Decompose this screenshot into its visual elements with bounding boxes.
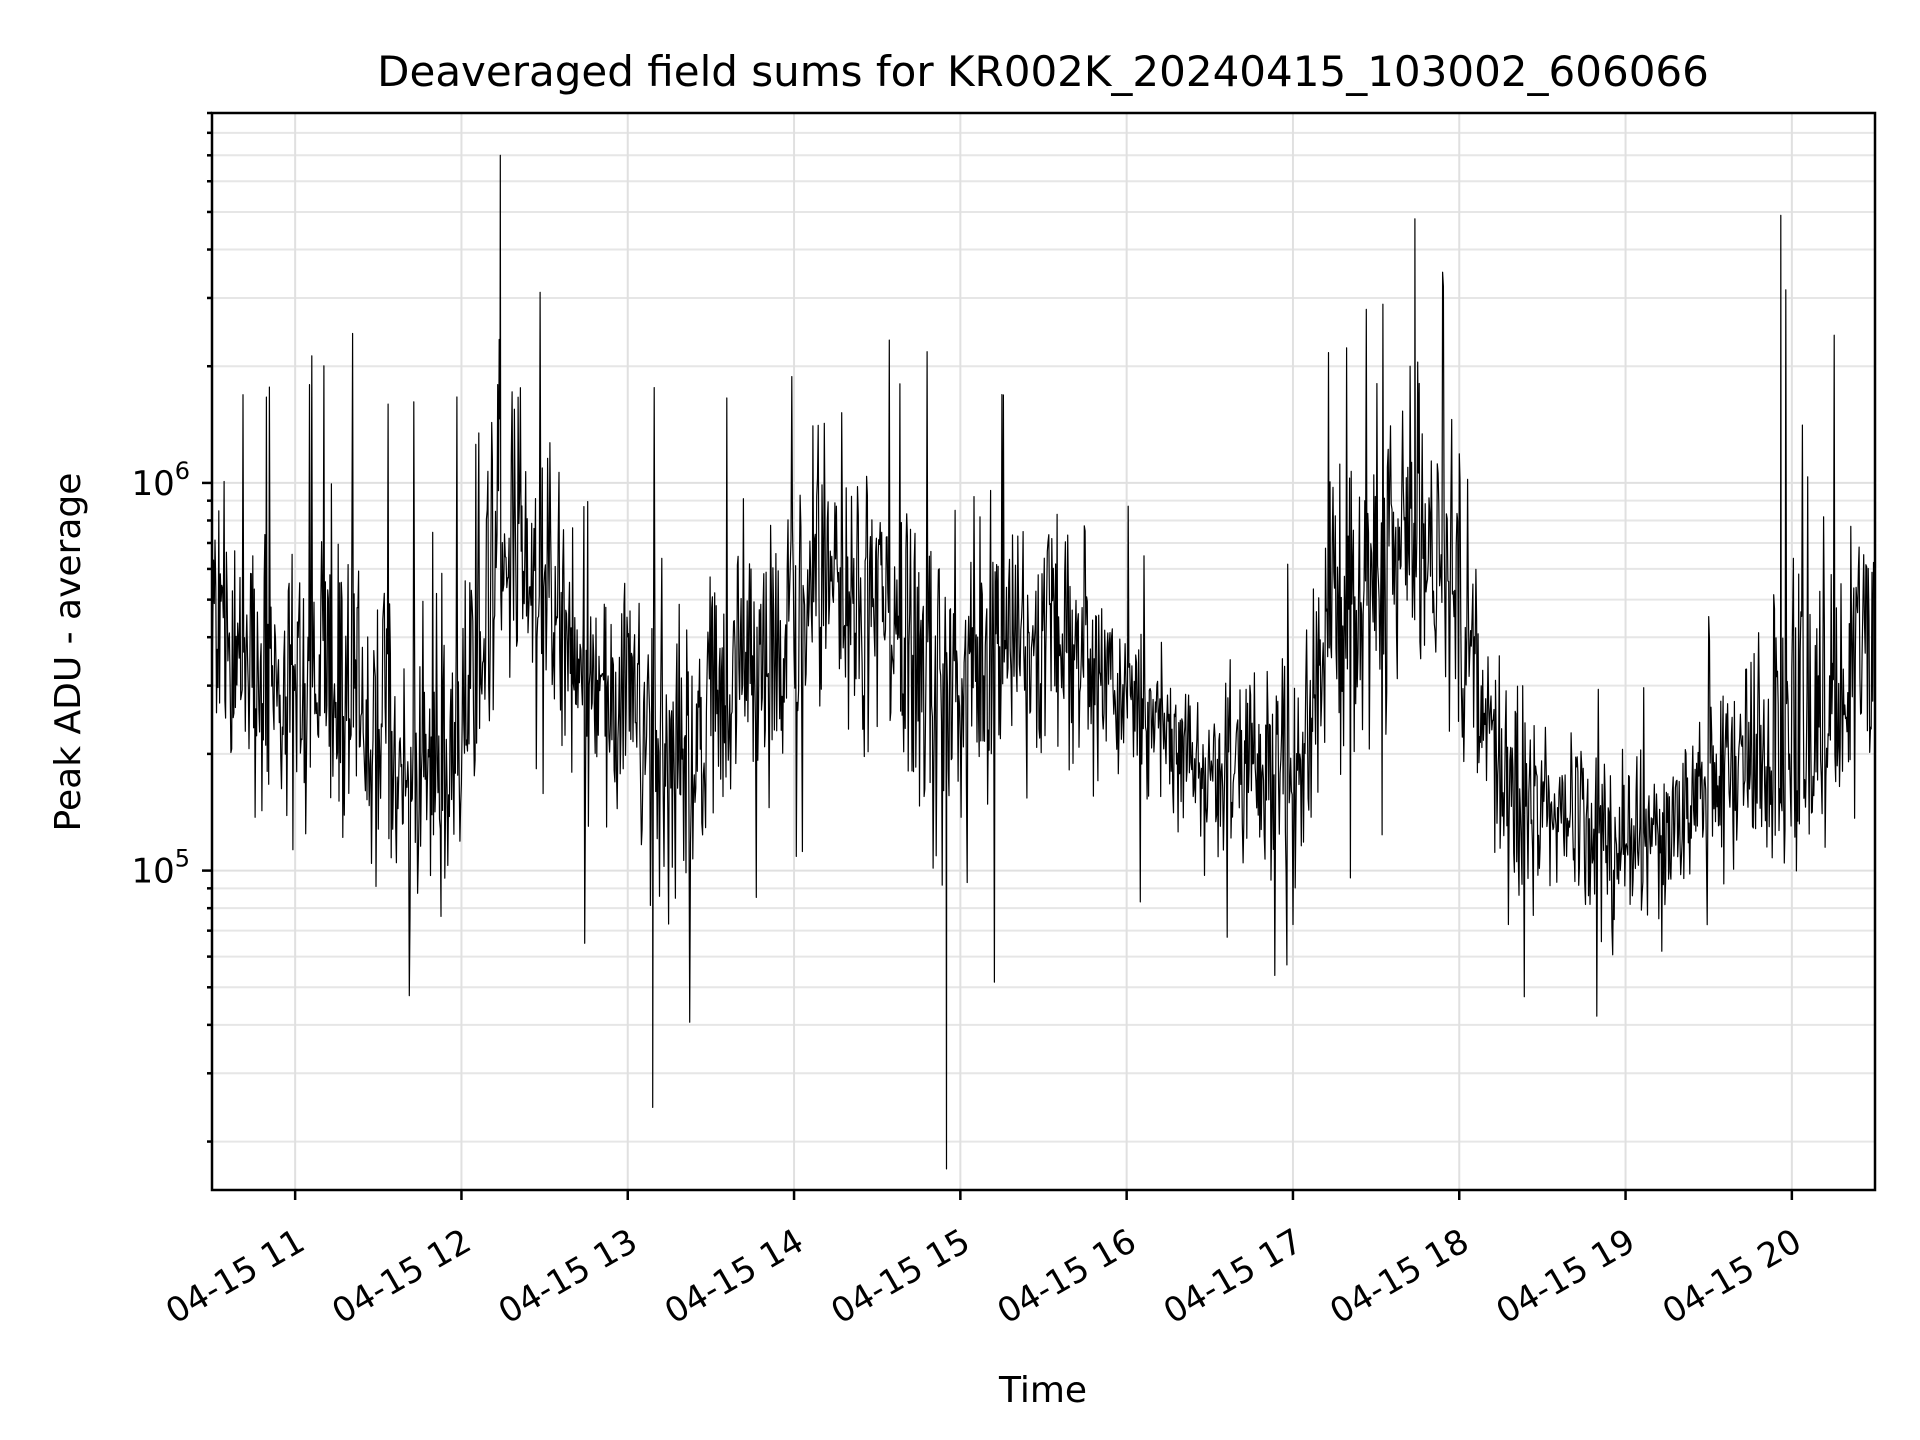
- chart-title: Deaveraged field sums for KR002K_2024041…: [377, 47, 1709, 96]
- plot-frame: [210, 111, 1877, 1192]
- x-axis-label: Time: [998, 1370, 1087, 1411]
- series-path: [212, 154, 1875, 1170]
- grid: [212, 112, 1875, 1190]
- y-tick-label: 106: [131, 457, 190, 504]
- y-tick-label: 105: [131, 845, 190, 892]
- series-line: [212, 154, 1875, 1170]
- y-axis-label: Peak ADU - average: [48, 473, 89, 832]
